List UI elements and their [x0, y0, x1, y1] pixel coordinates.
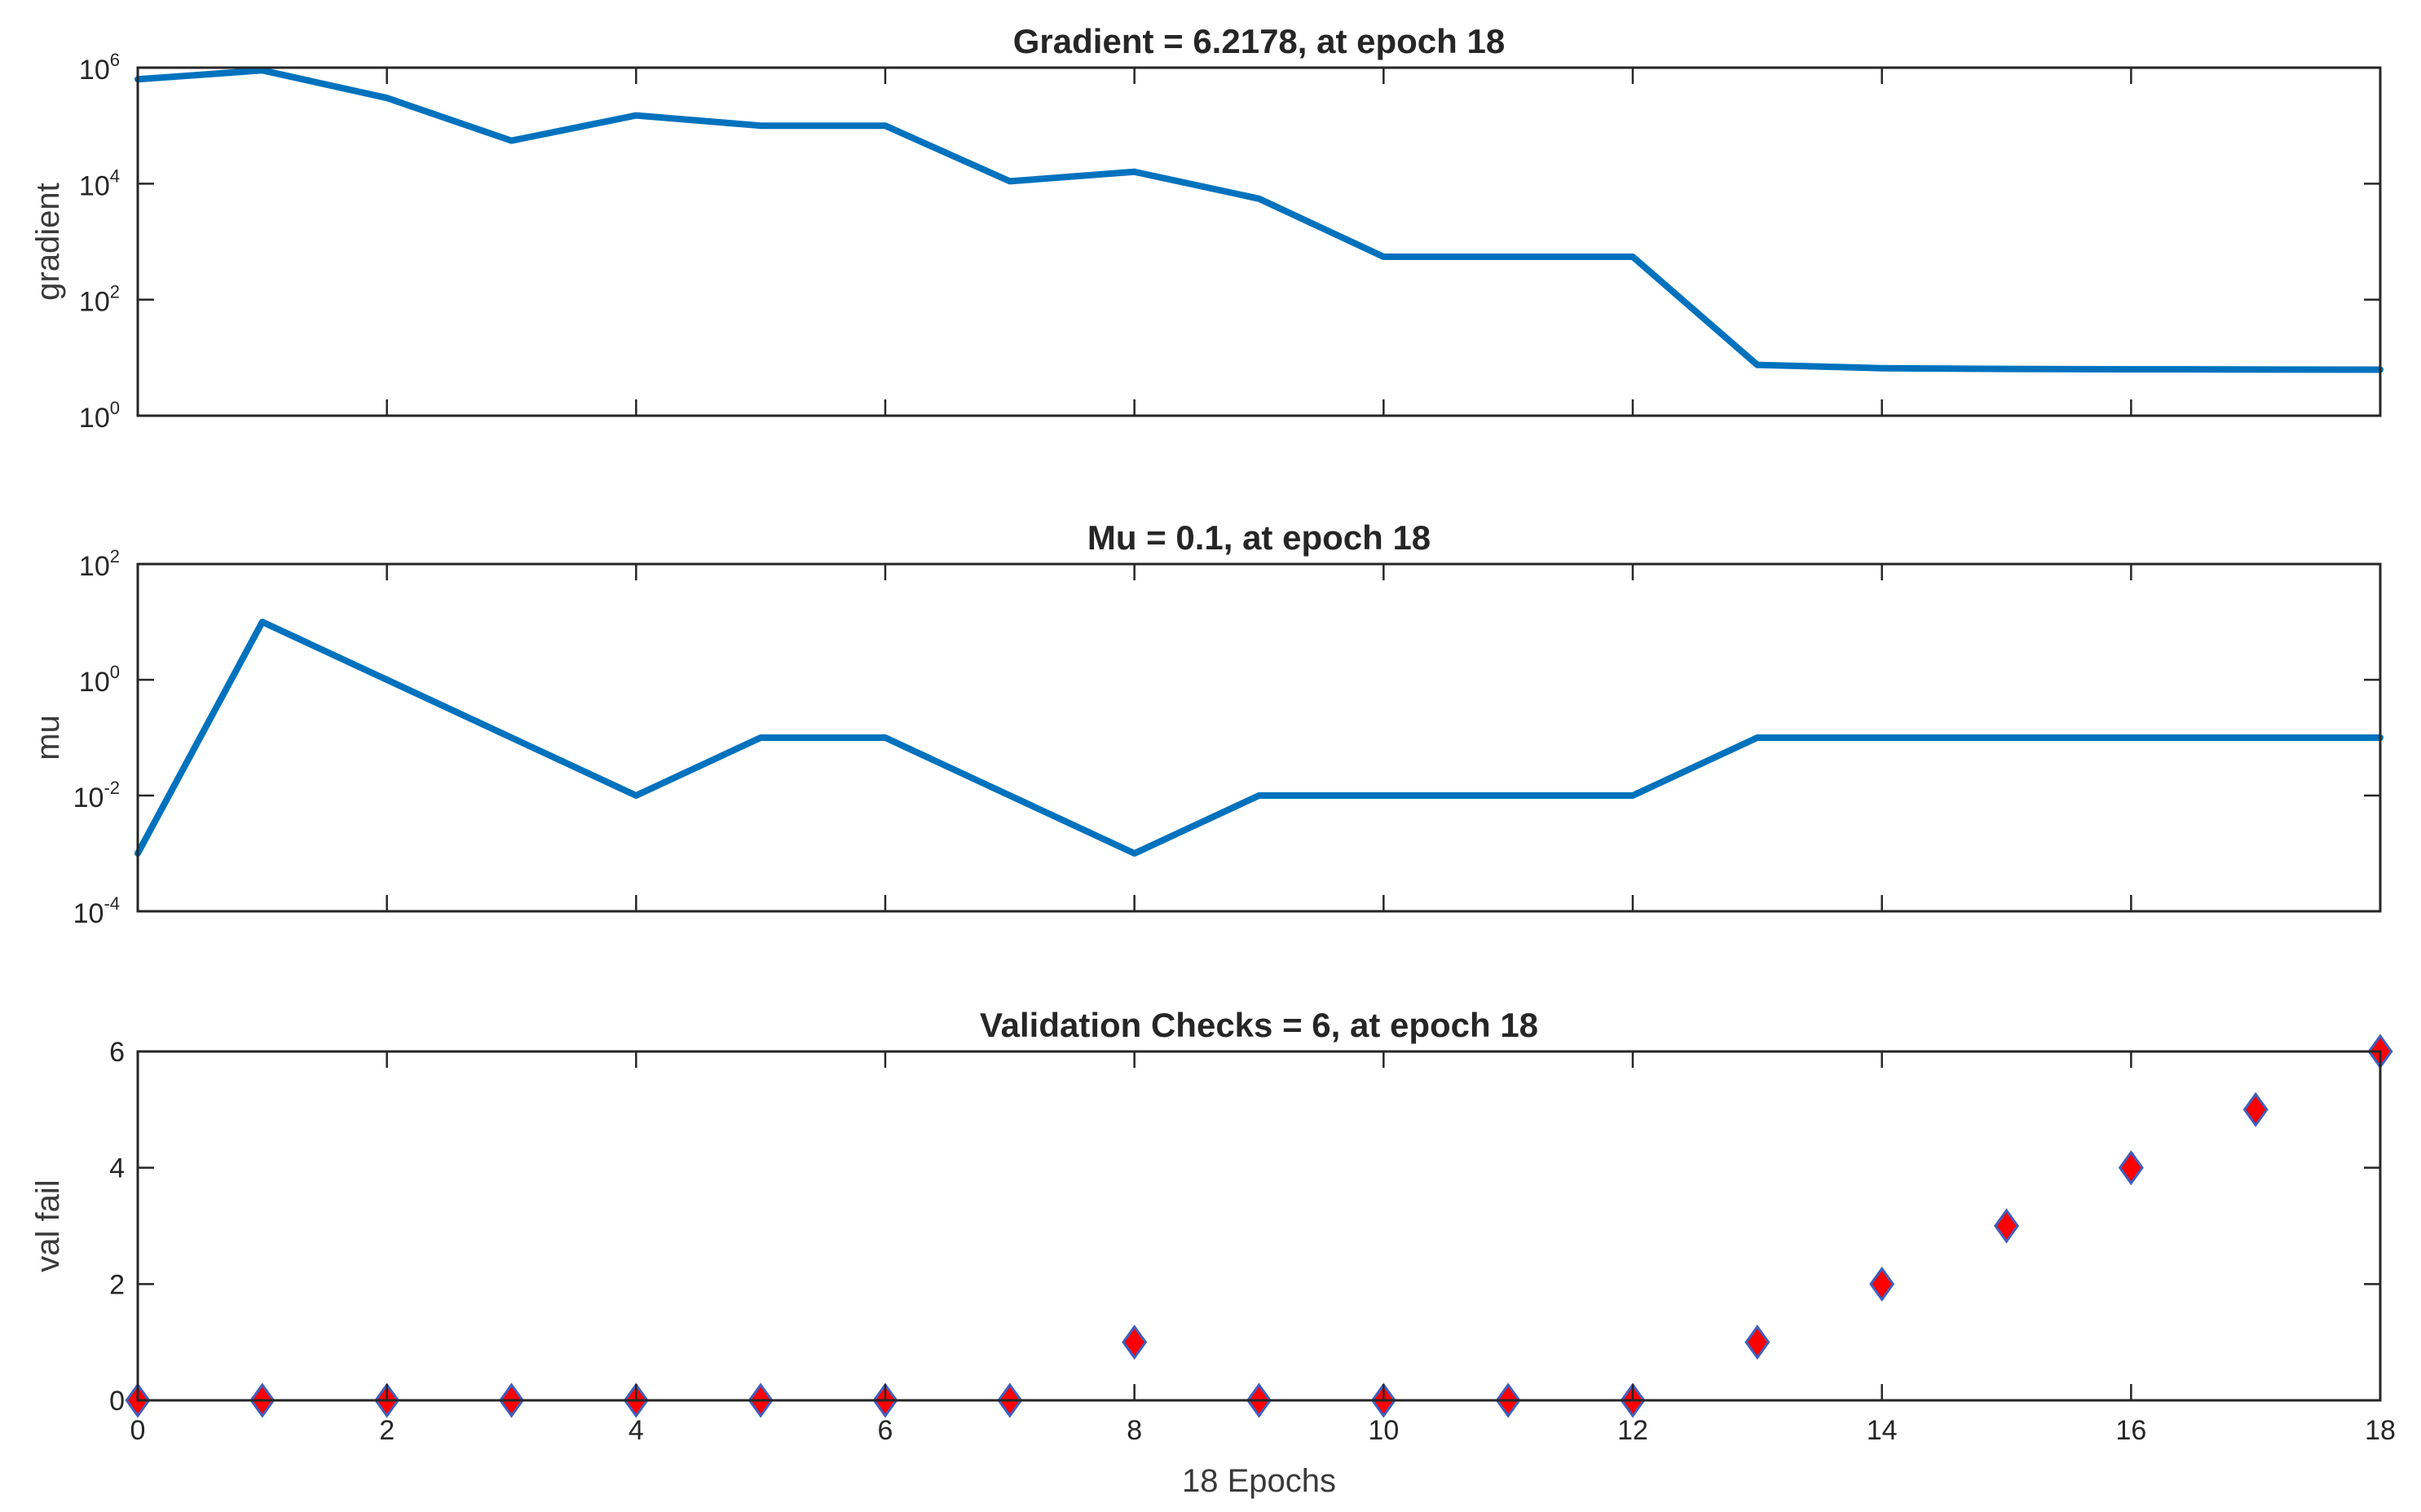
- x-tick-label: 0: [130, 1415, 146, 1446]
- y-tick-label: 0: [109, 1386, 125, 1417]
- data-point-marker: [1744, 1325, 1771, 1360]
- y-tick-label: 104: [79, 165, 120, 201]
- axes-box: [136, 66, 2382, 417]
- y-tick-label: 100: [79, 398, 120, 434]
- chart-title: Validation Checks = 6, at epoch 18: [980, 1006, 1538, 1044]
- data-point-marker: [2242, 1091, 2269, 1127]
- x-tick-label: 2: [379, 1415, 395, 1446]
- validation-checks-plot: Validation Checks = 6, at epoch 18 val fa…: [30, 1006, 2396, 1499]
- x-axis-label: 18 Epochs: [1182, 1463, 1336, 1499]
- y-tick-label: 102: [79, 546, 120, 582]
- data-point-marker: [2118, 1150, 2144, 1186]
- gradient-plot: Gradient = 6.2178, at epoch 18 gradient 10…: [30, 22, 2384, 434]
- y-tick-label: 100: [79, 662, 120, 698]
- y-tick-label: 4: [109, 1153, 125, 1184]
- x-tick-label: 14: [1867, 1415, 1898, 1446]
- x-tick-label: 12: [1617, 1415, 1648, 1446]
- data-point-marker: [1869, 1266, 1895, 1302]
- y-tick-label: 2: [109, 1269, 125, 1300]
- y-tick-label: 10-2: [73, 778, 120, 813]
- y-axis-label: val fail: [30, 1179, 66, 1272]
- axes-box: [136, 562, 2382, 913]
- series-line: [134, 619, 2384, 857]
- y-axis-label: mu: [30, 715, 66, 760]
- x-tick-label: 16: [2115, 1415, 2146, 1446]
- x-tick-label: 6: [878, 1415, 893, 1446]
- y-tick-label: 102: [79, 282, 120, 318]
- x-tick-label: 4: [628, 1415, 644, 1446]
- series-line: [134, 67, 2384, 373]
- data-point-marker: [1993, 1208, 2020, 1244]
- chart-title: Gradient = 6.2178, at epoch 18: [1013, 22, 1505, 60]
- axes-box: [136, 1050, 2382, 1402]
- y-tick-label: 106: [79, 50, 120, 86]
- x-tick-label: 10: [1368, 1415, 1399, 1446]
- data-point-marker: [1122, 1325, 1148, 1360]
- y-tick-label: 10-4: [73, 893, 120, 929]
- y-tick-label: 6: [109, 1037, 125, 1068]
- y-axis-label: gradient: [30, 183, 66, 301]
- x-tick-label: 18: [2365, 1415, 2396, 1446]
- x-tick-label: 8: [1127, 1415, 1142, 1446]
- mu-plot: Mu = 0.1, at epoch 18 mu 10-4 10-2 100 102: [30, 518, 2384, 929]
- chart-title: Mu = 0.1, at epoch 18: [1087, 518, 1431, 557]
